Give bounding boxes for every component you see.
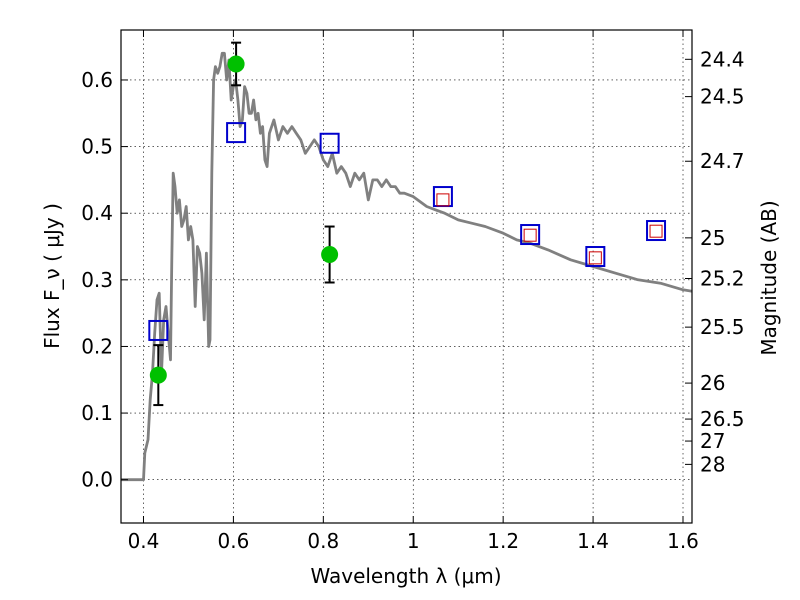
y-tick-label: 0.3 [81, 268, 113, 292]
x-tick-label: 0.6 [217, 529, 249, 553]
x-tick-label: 1.4 [577, 529, 609, 553]
x-tick-label: 1.6 [667, 529, 699, 553]
model-band-square [520, 224, 541, 246]
model-band-square [646, 220, 667, 242]
sed-model-line [121, 51, 693, 482]
y2-tick-label: 25 [700, 226, 725, 250]
y2-axis-label: Magnitude (AB) [757, 200, 781, 355]
x-tick-label: 0.4 [128, 529, 160, 553]
x-tick-label: 1.2 [487, 529, 519, 553]
model-band-square-small [588, 251, 602, 265]
y2-tick-label: 24.5 [700, 85, 745, 109]
model-band-square-small [523, 228, 537, 242]
x-tick-label: 0.8 [307, 529, 339, 553]
y-tick-label: 0.6 [81, 68, 113, 92]
ticks: 0.4 0.6 0.8 1 1.2 1.4 1.6 0.0 0.1 0.2 0.3 0.4 0.5 0.6… [81, 30, 745, 553]
y2-tick-label: 28 [700, 452, 725, 476]
y-tick-label: 0.1 [81, 401, 113, 425]
y-axis-label: Flux F_ν ( μJy ) [40, 203, 64, 349]
observed-point [227, 55, 245, 73]
y2-tick-label: 24.7 [700, 149, 745, 173]
x-tick-label: 1 [407, 529, 420, 553]
model-band-square-small [649, 224, 663, 238]
plot-frame [120, 29, 693, 524]
y-tick-label: 0.4 [81, 201, 113, 225]
y2-tick-label: 25.2 [700, 266, 745, 290]
y2-tick-label: 26.5 [700, 407, 745, 431]
y2-tick-label: 27 [700, 429, 725, 453]
y-tick-label: 0.2 [81, 334, 113, 358]
y-tick-label: 0.5 [81, 135, 113, 159]
y-tick-label: 0.0 [81, 468, 113, 492]
y2-tick-label: 24.4 [700, 47, 745, 71]
observed-point [321, 246, 339, 264]
y2-tick-label: 26 [700, 371, 725, 395]
data-layer [121, 41, 693, 482]
model-band-square [319, 132, 340, 154]
grid-lines [121, 30, 692, 523]
y2-tick-label: 25.5 [700, 315, 745, 339]
x-axis-label: Wavelength λ (μm) [310, 564, 501, 588]
model-band-square [585, 246, 606, 268]
model-band-square [226, 122, 247, 144]
observed-point [149, 366, 167, 384]
model-band-square-small [436, 193, 450, 207]
model-band-square [148, 319, 169, 341]
